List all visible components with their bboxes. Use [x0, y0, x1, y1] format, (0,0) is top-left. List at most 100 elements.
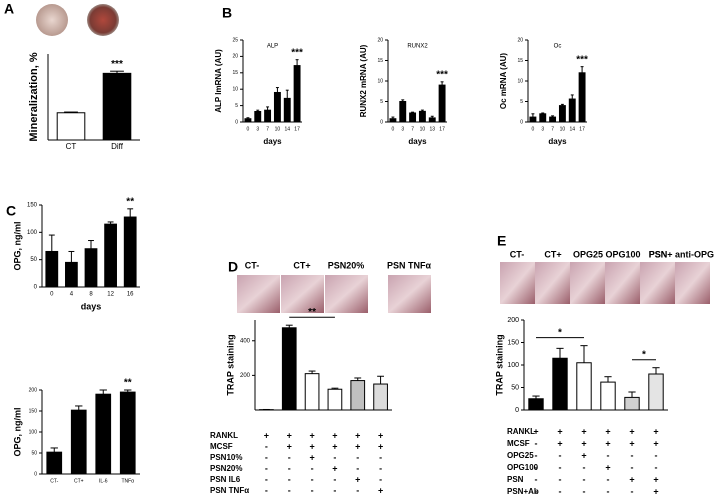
table-cell: + — [581, 438, 586, 448]
table-row-label: PSN TNFα — [210, 486, 249, 495]
table-cell: - — [559, 486, 562, 496]
x-tick-label: CT — [66, 142, 77, 151]
y-axis-label: OPG, ng/ml — [12, 221, 22, 270]
y-tick-label: 100 — [27, 230, 38, 236]
bar — [102, 72, 132, 141]
bar — [600, 381, 616, 411]
x-tick-label: 17 — [579, 126, 585, 132]
table-cell: + — [355, 430, 360, 440]
table-row-label: PSN+Ab — [507, 487, 539, 496]
bar — [350, 380, 366, 411]
bar — [389, 118, 397, 123]
bar — [119, 391, 136, 475]
table-cell: - — [311, 485, 314, 495]
table-row-label: PSN — [507, 475, 524, 484]
culture-image — [36, 4, 68, 36]
y-tick-label: 10 — [377, 78, 383, 84]
table-row-label: MCSF — [507, 439, 530, 448]
x-axis-label: days — [408, 137, 427, 146]
table-cell: + — [557, 426, 562, 436]
x-axis-label: days — [548, 137, 567, 146]
table-cell: - — [655, 462, 658, 472]
micrograph — [281, 275, 324, 313]
x-tick-label: 3 — [401, 126, 404, 132]
x-tick-label: 17 — [439, 126, 445, 132]
table-cell: - — [265, 452, 268, 462]
x-tick-label: TNFα — [121, 478, 134, 484]
y-tick-label: 10 — [232, 87, 238, 93]
x-tick-label: 8 — [89, 292, 93, 298]
table-cell: - — [535, 474, 538, 484]
micrograph — [325, 275, 368, 313]
y-axis-label: RUNX2 mRNA (AU) — [359, 44, 368, 117]
significance-label: ** — [126, 196, 134, 207]
image-label: CT- — [245, 260, 260, 270]
table-row-label: RANKL — [210, 431, 238, 440]
chart-title: Oc — [554, 44, 562, 50]
table-row-label: MCSF — [210, 442, 233, 451]
table-row-label: OPG25 — [507, 451, 534, 460]
x-tick-label: 0 — [50, 292, 54, 298]
micrograph — [640, 262, 675, 304]
bar — [418, 110, 426, 123]
table-cell: - — [535, 450, 538, 460]
significance-label: ** — [124, 378, 132, 389]
y-tick-label: 5 — [380, 99, 383, 105]
table-row-label: RANKL — [507, 427, 535, 436]
panel-label: A — [4, 1, 14, 17]
bar — [549, 116, 557, 123]
micrograph — [570, 262, 605, 304]
table-cell: + — [653, 426, 658, 436]
x-tick-label: 14 — [284, 126, 290, 132]
y-axis-label: TRAP staining — [225, 334, 235, 395]
x-tick-label: 10 — [275, 126, 281, 132]
bar — [648, 373, 664, 411]
bar — [428, 117, 436, 123]
table-cell: - — [559, 450, 562, 460]
bar — [244, 118, 252, 123]
y-axis-label: ALP lmRNA (AU) — [214, 49, 223, 113]
bar — [254, 111, 262, 123]
bar — [65, 261, 78, 288]
micrograph — [500, 262, 535, 304]
significance-label: * — [642, 349, 646, 360]
bar — [283, 97, 291, 123]
table-cell: + — [653, 474, 658, 484]
chart-title: RUNX2 — [407, 44, 428, 50]
image-label: OPG25 — [573, 249, 603, 259]
table-cell: + — [332, 430, 337, 440]
table-cell: + — [557, 438, 562, 448]
y-tick-label: 15 — [232, 70, 238, 76]
bar — [529, 116, 537, 123]
table-cell: - — [333, 452, 336, 462]
y-tick-label: 50 — [30, 257, 37, 263]
y-axis-label: TRAP staining — [494, 334, 504, 395]
significance-label: *** — [576, 54, 588, 65]
table-row-label: PSN IL6 — [210, 475, 241, 484]
x-tick-label: 3 — [541, 126, 544, 132]
table-cell: + — [355, 441, 360, 451]
table-cell: + — [653, 486, 658, 496]
bar — [304, 373, 320, 411]
table-cell: - — [655, 450, 658, 460]
x-tick-label: 7 — [551, 126, 554, 132]
chart-title: ALP — [267, 44, 278, 50]
bar — [539, 113, 547, 123]
table-cell: - — [333, 485, 336, 495]
y-tick-label: 100 — [507, 362, 519, 369]
y-tick-label: 150 — [29, 408, 38, 414]
table-cell: + — [533, 426, 538, 436]
x-tick-label: 7 — [411, 126, 414, 132]
image-label: CT- — [510, 249, 525, 259]
table-row-label: PSN10% — [210, 453, 242, 462]
bar — [281, 327, 297, 411]
table-cell: + — [264, 430, 269, 440]
x-tick-label: IL-6 — [99, 478, 108, 484]
table-cell: - — [265, 441, 268, 451]
table-cell: - — [333, 474, 336, 484]
y-tick-label: 0 — [235, 119, 238, 125]
y-tick-label: 200 — [240, 373, 251, 379]
y-tick-label: 0 — [520, 119, 523, 125]
image-label: CT+ — [293, 260, 310, 270]
